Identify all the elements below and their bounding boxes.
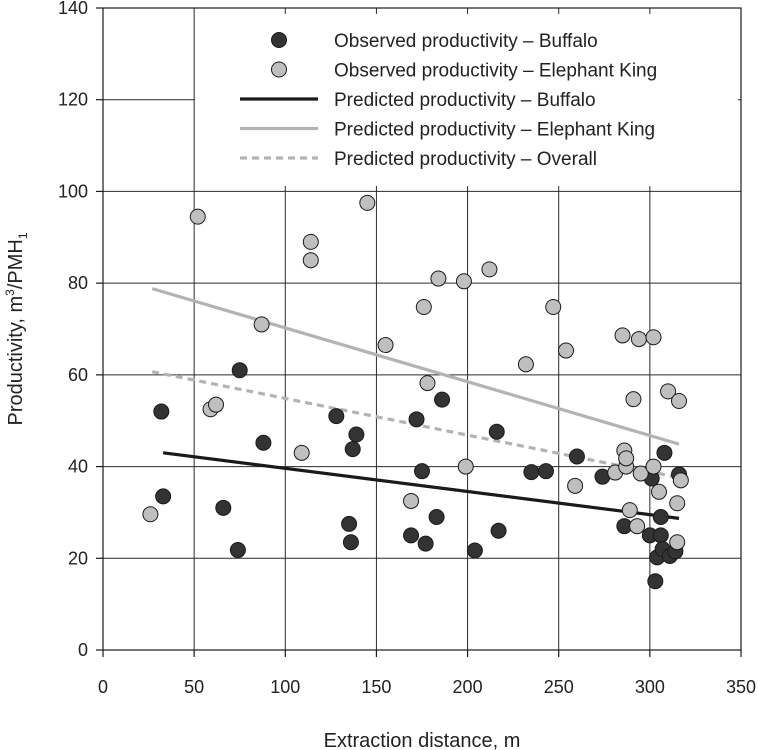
series-line-2 (162, 451, 680, 520)
data-point-series-0 (215, 499, 232, 516)
data-point-series-1 (660, 383, 677, 400)
data-point-series-0 (466, 542, 483, 559)
data-point-series-1 (621, 502, 638, 519)
x-tick-label: 200 (453, 677, 483, 697)
data-point-series-1 (558, 342, 575, 359)
y-axis-label-sup: 3 (3, 289, 17, 296)
data-point-series-1 (415, 298, 432, 315)
data-point-series-1 (618, 450, 635, 467)
data-point-series-0 (153, 403, 170, 420)
legend-label: Predicted productivity – Buffalo (334, 90, 596, 111)
data-point-series-0 (568, 448, 585, 465)
y-tick-label: 100 (58, 181, 88, 201)
data-point-series-1 (567, 477, 584, 494)
x-tick-label: 0 (98, 677, 108, 697)
y-tick-label: 0 (78, 640, 88, 660)
data-point-series-1 (377, 337, 394, 354)
data-point-series-1 (302, 252, 319, 269)
data-point-series-1 (430, 270, 447, 287)
data-point-series-1 (645, 329, 662, 346)
legend: Observed productivity – Buffalo Observed … (240, 31, 657, 170)
y-tick-label: 120 (58, 90, 88, 110)
data-point-series-1 (517, 356, 534, 373)
x-tick-label: 350 (726, 677, 756, 697)
legend-label: Observed productivity – Elephant King (334, 61, 657, 82)
data-point-series-1 (629, 518, 646, 535)
y-tick-label: 20 (68, 548, 88, 568)
data-point-series-0 (523, 464, 540, 481)
legend-label: Predicted productivity – Elephant King (334, 120, 655, 141)
data-point-series-0 (328, 408, 345, 425)
data-point-series-1 (671, 392, 688, 409)
data-point-series-0 (490, 522, 507, 539)
data-point-series-1 (645, 458, 662, 475)
data-point-series-1 (302, 233, 319, 250)
data-point-series-0 (428, 509, 445, 526)
y-tick-label: 60 (68, 365, 88, 385)
y-axis-label-sub: 1 (16, 232, 30, 239)
data-point-series-1 (545, 298, 562, 315)
data-point-series-1 (669, 495, 686, 512)
data-point-series-1 (142, 506, 159, 523)
data-point-series-1 (669, 534, 686, 551)
y-tick-label: 80 (68, 273, 88, 293)
y-axis-label-main: Productivity, m (5, 296, 27, 426)
data-point-series-0 (414, 463, 430, 480)
data-point-series-0 (342, 534, 359, 551)
x-tick-label: 150 (361, 677, 391, 697)
data-point-series-1 (293, 444, 310, 461)
data-point-series-1 (208, 396, 225, 413)
plot-frame (102, 7, 742, 651)
data-point-series-1 (625, 391, 642, 408)
series-line-3 (151, 287, 680, 446)
data-point-series-0 (348, 426, 365, 443)
data-point-series-1 (403, 492, 420, 509)
data-point-series-0 (417, 535, 434, 552)
data-point-series-1 (614, 327, 631, 344)
data-point-series-1 (359, 194, 376, 211)
legend-marker (271, 61, 287, 78)
data-point-series-0 (488, 423, 505, 440)
data-point-series-0 (652, 527, 669, 544)
data-point-series-1 (189, 208, 206, 225)
x-axis-label: Extraction distance, m (324, 730, 521, 750)
data-point-series-1 (481, 261, 498, 278)
data-point-series-0 (155, 488, 172, 505)
data-point-series-1 (672, 472, 689, 489)
data-point-series-0 (408, 411, 425, 428)
y-tick-label: 140 (58, 0, 88, 18)
data-point-series-1 (419, 375, 436, 392)
y-axis-label-mid: /PMH (5, 239, 27, 289)
data-point-series-0 (341, 515, 358, 532)
data-point-series-0 (255, 434, 272, 451)
legend-label: Observed productivity – Buffalo (334, 31, 598, 52)
data-point-series-1 (253, 316, 270, 333)
x-tick-label: 250 (544, 677, 574, 697)
data-point-series-0 (344, 441, 361, 458)
data-point-series-1 (630, 331, 647, 348)
x-tick-label: 300 (635, 677, 665, 697)
series-layer (142, 157, 689, 590)
data-point-series-1 (455, 273, 472, 290)
data-point-series-0 (537, 463, 554, 480)
data-point-series-1 (457, 458, 474, 475)
data-point-series-0 (647, 573, 664, 590)
axes (96, 7, 742, 657)
tick-labels: 0 50 100 150 200 250 300 350 0 20 40 60 80 100 120 140 (58, 0, 756, 697)
legend-marker (271, 32, 287, 48)
data-point-series-1 (632, 465, 649, 482)
data-point-series-0 (229, 542, 246, 559)
data-point-series-1 (650, 483, 667, 500)
y-axis-label: Productivity, m3/PMH1 (3, 232, 30, 425)
legend-label: Predicted productivity – Overall (334, 149, 597, 170)
data-point-series-0 (652, 509, 669, 526)
data-point-series-0 (656, 444, 673, 461)
x-tick-label: 50 (184, 677, 204, 697)
data-point-series-0 (403, 527, 420, 544)
x-tick-label: 100 (270, 677, 300, 697)
data-point-series-0 (231, 362, 248, 379)
data-point-series-0 (434, 391, 451, 408)
y-tick-label: 40 (68, 457, 88, 477)
